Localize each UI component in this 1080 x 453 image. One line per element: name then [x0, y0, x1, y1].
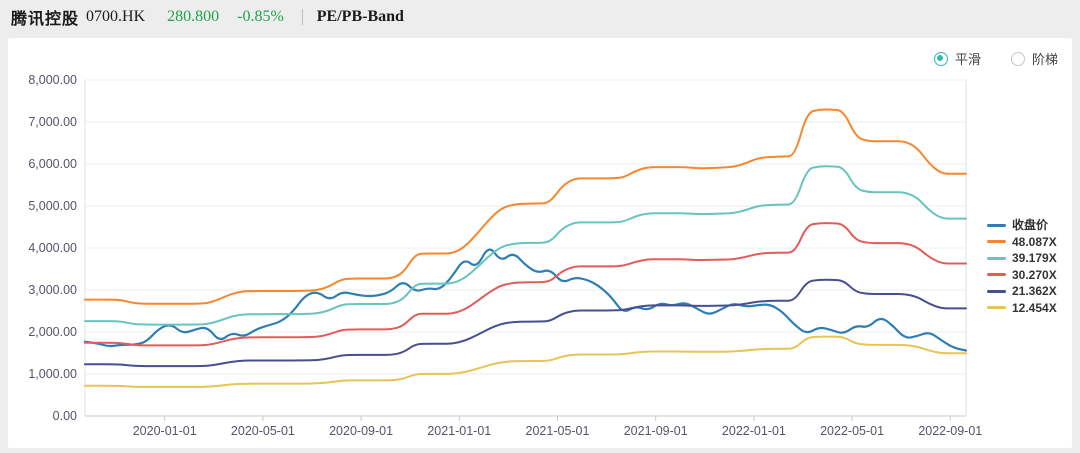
legend-swatch-icon — [987, 223, 1006, 227]
legend-item-band-48x[interactable]: 48.087X — [987, 236, 1057, 248]
legend-swatch-icon — [987, 240, 1006, 244]
stock-ticker: 0700.HK — [86, 8, 146, 25]
chart-legend: 收盘价 48.087X 39.179X 30.270X 21.362X 12.454X — [987, 219, 1057, 319]
legend-label: 收盘价 — [1012, 218, 1049, 232]
pe-band-line-21-362X — [84, 278, 967, 368]
legend-swatch-icon — [987, 306, 1006, 310]
radio-option-step[interactable]: 阶梯 — [1010, 49, 1058, 68]
legend-swatch-icon — [987, 273, 1006, 277]
x-axis-label: 2020-05-01 — [231, 424, 295, 438]
chart-card: 平滑 阶梯 0.00 1,000.00 2,000.00 3,000.00 4,000.… — [8, 38, 1072, 448]
stock-price: 280.800 — [167, 8, 220, 25]
y-axis-label: 3,000.00 — [28, 283, 77, 297]
y-axis-label: 4,000.00 — [28, 241, 77, 255]
radio-unselected-icon[interactable] — [1010, 51, 1025, 66]
radio-step-label: 阶梯 — [1031, 52, 1058, 67]
legend-label: 30.270X — [1012, 267, 1057, 282]
legend-label: 39.179X — [1012, 251, 1057, 266]
y-axis-label: 0.00 — [53, 409, 77, 423]
pe-band-chart: 0.00 1,000.00 2,000.00 3,000.00 4,000.00 5,00… — [28, 73, 982, 438]
radio-smooth-label: 平滑 — [954, 52, 981, 67]
x-axis-label: 2021-05-01 — [526, 424, 590, 438]
legend-swatch-icon — [987, 289, 1006, 293]
legend-swatch-icon — [987, 256, 1006, 260]
y-axis-label: 1,000.00 — [28, 367, 77, 381]
y-axis-label: 7,000.00 — [28, 115, 77, 129]
y-axis-label: 6,000.00 — [28, 157, 77, 171]
pe-band-line-48-087X — [84, 108, 967, 305]
x-axis-label: 2022-09-01 — [918, 424, 982, 438]
chart-type-label: PE/PB-Band — [316, 8, 404, 25]
radio-option-smooth[interactable]: 平滑 — [933, 49, 981, 68]
stock-name: 腾讯控股 — [11, 11, 80, 28]
pe-band-line-30-270X — [84, 222, 967, 347]
legend-item-band-39x[interactable]: 39.179X — [987, 252, 1057, 264]
legend-item-close-price[interactable]: 收盘价 — [987, 219, 1057, 231]
legend-item-band-12x[interactable]: 12.454X — [987, 302, 1057, 314]
legend-label: 21.362X — [1012, 284, 1057, 299]
y-axis-label: 5,000.00 — [28, 199, 77, 213]
stock-change-percent: -0.85% — [237, 8, 284, 25]
legend-item-band-30x[interactable]: 30.270X — [987, 269, 1057, 281]
y-axis-label: 2,000.00 — [28, 325, 77, 339]
close-price-line — [83, 248, 968, 352]
pe-band-line-12-454X — [84, 335, 967, 388]
x-axis-label: 2021-09-01 — [624, 424, 688, 438]
x-axis-label: 2020-09-01 — [329, 424, 393, 438]
y-axis-label: 8,000.00 — [28, 73, 77, 87]
x-axis-label: 2021-01-01 — [427, 424, 491, 438]
x-axis-label: 2022-05-01 — [820, 424, 884, 438]
radio-selected-icon[interactable] — [933, 51, 948, 66]
header-divider — [301, 9, 303, 25]
header: 腾讯控股 0700.HK 280.800 -0.85% PE/PB-Band — [0, 0, 1080, 34]
legend-label: 48.087X — [1012, 234, 1057, 249]
legend-label: 12.454X — [1012, 300, 1057, 315]
x-axis-label: 2022-01-01 — [722, 424, 786, 438]
line-mode-radio-group: 平滑 阶梯 — [933, 49, 1058, 68]
x-axis-label: 2020-01-01 — [133, 424, 197, 438]
pe-band-line-39-179X — [84, 165, 967, 326]
legend-item-band-21x[interactable]: 21.362X — [987, 285, 1057, 297]
